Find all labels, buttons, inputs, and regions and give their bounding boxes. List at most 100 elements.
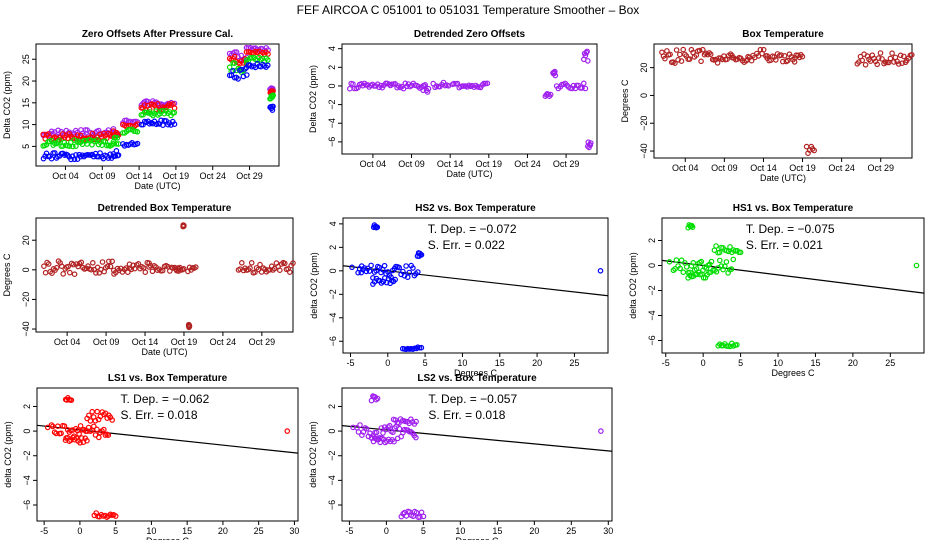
- data-point: [708, 258, 715, 265]
- x-tick-label: 20: [218, 526, 228, 536]
- series-hs2: [40, 60, 276, 163]
- data-point: [44, 424, 51, 431]
- data-point: [105, 432, 112, 439]
- data-point: [61, 423, 68, 429]
- data-point: [764, 53, 771, 59]
- data-point: [357, 422, 363, 428]
- y-axis-label: Delta CO2 (ppm): [2, 71, 12, 139]
- y-axis-label: delta CO2 (ppm): [308, 421, 318, 488]
- data-point: [264, 62, 271, 69]
- regression-line: [341, 425, 613, 452]
- data-point: [84, 437, 90, 444]
- data-point: [65, 263, 72, 270]
- x-tick-label: Oct 04: [672, 163, 699, 173]
- data-point: [680, 269, 687, 276]
- data-point: [366, 268, 373, 274]
- y-tick-label: 4: [327, 46, 337, 51]
- data-point: [230, 68, 236, 74]
- data-point: [94, 153, 100, 160]
- data-point: [899, 60, 905, 67]
- data-point: [113, 141, 120, 147]
- data-point: [737, 249, 744, 256]
- data-point: [597, 267, 604, 274]
- data-point: [233, 49, 240, 55]
- data-point: [698, 258, 705, 265]
- x-tick-label: -5: [346, 358, 354, 368]
- panel-title: Detrended Zero Offsets: [414, 29, 526, 40]
- data-point: [67, 269, 73, 276]
- data-point: [396, 425, 403, 432]
- data-point: [350, 424, 356, 431]
- x-tick-label: 15: [492, 526, 502, 536]
- panel-p8: LS2 vs. Box Temperature-5 0 5 10 15 20 25 30−6−…: [308, 373, 613, 545]
- data-point: [683, 264, 690, 270]
- data-point: [381, 262, 388, 269]
- data-point: [141, 102, 148, 108]
- t-dep-annotation: T. Dep. = −0.072: [428, 222, 517, 236]
- data-point: [113, 148, 120, 154]
- data-point: [897, 52, 904, 59]
- y-tick-label: 0: [328, 268, 338, 273]
- data-point: [425, 85, 432, 92]
- y-tick-label: −20: [639, 116, 649, 131]
- x-tick-label: Oct 29: [553, 159, 580, 169]
- data-point: [867, 58, 874, 64]
- x-tick-label: Oct 29: [236, 171, 263, 181]
- data-point: [48, 422, 55, 428]
- data-point: [404, 274, 411, 281]
- data-point: [673, 257, 680, 263]
- data-point: [716, 249, 723, 256]
- data-point: [85, 263, 91, 269]
- data-point: [53, 264, 60, 271]
- data-point: [862, 62, 869, 68]
- data-point: [734, 341, 740, 348]
- x-tick-label: 0: [701, 358, 706, 368]
- y-tick-label: −4: [327, 118, 337, 128]
- data-point: [417, 514, 423, 520]
- y-tick-label: 0: [327, 429, 337, 434]
- y-tick-label: 0: [21, 267, 31, 272]
- data-point: [582, 85, 589, 92]
- y-tick-label: −6: [327, 500, 337, 510]
- series-hs2: [349, 222, 604, 353]
- data-point: [875, 55, 882, 61]
- x-axis-label: Degrees C: [455, 536, 499, 540]
- data-point: [73, 143, 79, 149]
- x-tick-label: 25: [885, 358, 895, 368]
- data-point: [284, 428, 291, 434]
- data-point: [86, 412, 92, 419]
- data-point: [707, 51, 714, 58]
- y-axis-label: Degrees C: [620, 79, 630, 123]
- data-point: [87, 418, 94, 424]
- data-point: [730, 256, 737, 263]
- series-hs1: [666, 222, 920, 350]
- data-point: [243, 49, 250, 55]
- data-point: [134, 129, 141, 135]
- panel-title: Zero Offsets After Pressure Cal.: [82, 29, 234, 40]
- data-point: [410, 513, 417, 520]
- data-point: [689, 224, 696, 230]
- panels: Zero Offsets After Pressure Cal. Oct 04 Oc…: [2, 29, 925, 545]
- x-tick-label: 5: [738, 358, 743, 368]
- x-tick-label: Oct 04: [360, 159, 387, 169]
- data-point: [424, 89, 431, 95]
- data-point: [60, 271, 67, 277]
- x-tick-label: Oct 04: [52, 171, 79, 181]
- data-point: [699, 46, 706, 53]
- data-point: [796, 54, 803, 61]
- data-point: [778, 52, 784, 58]
- y-tick-label: 2: [22, 404, 32, 409]
- data-point: [55, 127, 61, 134]
- data-point: [887, 55, 894, 62]
- x-tick-label: 20: [532, 358, 542, 368]
- data-point: [259, 61, 266, 68]
- y-tick-label: 4: [328, 221, 338, 226]
- data-point: [77, 439, 83, 446]
- data-point: [171, 109, 178, 116]
- y-tick-label: 10: [21, 120, 31, 130]
- x-axis-label: Degrees C: [454, 368, 498, 378]
- data-point: [877, 50, 884, 56]
- x-tick-label: 30: [603, 526, 613, 536]
- data-point: [90, 259, 96, 266]
- s-err-annotation: S. Err. = 0.018: [428, 408, 505, 422]
